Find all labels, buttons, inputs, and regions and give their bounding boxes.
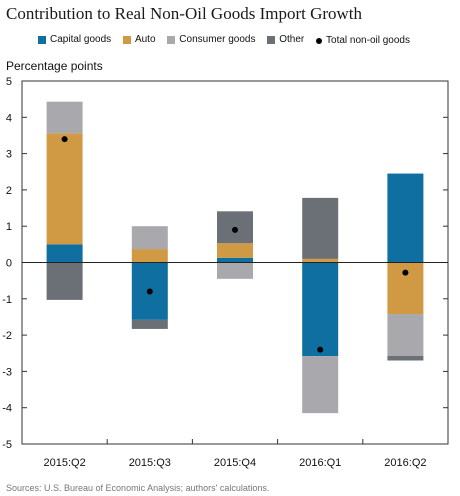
y-tick-label-6: -1: [2, 294, 12, 306]
total-dot-4: [402, 269, 409, 276]
legend-label-total: Total non-oil goods: [326, 35, 410, 46]
bar-auto-1: [131, 249, 168, 263]
legend-label-consumer-goods: Consumer goods: [179, 34, 256, 45]
bar-auto-0: [46, 133, 83, 245]
bar-other-0: [46, 262, 83, 300]
bar-consumer-goods-0: [46, 101, 83, 134]
y-tick-label-4: 1: [6, 221, 12, 233]
legend-swatch-consumer-goods: [167, 35, 176, 44]
source-note: Sources: U.S. Bureau of Economic Analysi…: [6, 483, 270, 493]
x-tick-label-4: 2016:Q2: [384, 457, 426, 469]
bar-consumer-goods-3: [302, 356, 339, 414]
bar-auto-3: [302, 258, 339, 263]
y-tick-label-8: -3: [2, 366, 12, 378]
bar-capital-goods-4: [387, 173, 424, 263]
bar-auto-2: [217, 243, 253, 258]
y-axis-label: Percentage points: [6, 59, 103, 73]
bar-consumer-goods-2: [217, 262, 253, 279]
legend-item-auto: Auto: [122, 34, 156, 45]
total-dot-2: [232, 226, 238, 233]
x-tick-label-1: 2015:Q3: [129, 457, 171, 469]
bar-capital-goods-3: [302, 262, 339, 357]
bar-consumer-goods-4: [387, 314, 424, 356]
y-tick-label-0: 5: [6, 76, 12, 88]
legend-item-other: Other: [267, 34, 304, 45]
total-dot-0: [61, 136, 68, 143]
x-tick-label-2: 2015:Q4: [214, 457, 256, 469]
legend-label-other: Other: [279, 34, 305, 45]
y-tick-label-2: 3: [6, 149, 12, 161]
bar-consumer-goods-1: [131, 226, 168, 250]
y-tick-label-1: 4: [6, 112, 12, 124]
legend-swatch-capital-goods: [38, 35, 46, 44]
bar-other-4: [387, 355, 424, 361]
y-tick-label-7: -2: [2, 330, 12, 342]
legend-item-capital-goods: Capital goods: [38, 34, 111, 45]
legend: Capital goods Auto Consumer goods Other …: [38, 34, 419, 47]
legend-swatch-other: [267, 35, 276, 44]
bar-capital-goods-0: [46, 244, 83, 263]
bar-capital-goods-2: [217, 257, 253, 263]
chart-title: Contribution to Real Non-Oil Goods Impor…: [6, 4, 363, 23]
bar-other-1: [131, 319, 168, 329]
bar-other-3: [302, 197, 339, 259]
legend-label-capital-goods: Capital goods: [50, 34, 112, 45]
legend-dot-total: [316, 37, 323, 44]
y-tick-label-3: 2: [6, 185, 12, 197]
legend-item-total: Total non-oil goods: [316, 35, 410, 46]
legend-swatch-auto: [122, 35, 131, 44]
y-tick-label-5: 0: [6, 258, 12, 270]
total-dot-3: [317, 346, 324, 353]
legend-label-auto: Auto: [134, 34, 156, 45]
legend-item-consumer-goods: Consumer goods: [167, 34, 255, 45]
total-dot-1: [146, 288, 153, 295]
y-tick-label-9: -4: [2, 403, 12, 415]
y-tick-label-10: -5: [2, 439, 12, 451]
x-tick-label-3: 2016:Q1: [299, 457, 341, 469]
x-tick-label-0: 2015:Q2: [43, 457, 85, 469]
